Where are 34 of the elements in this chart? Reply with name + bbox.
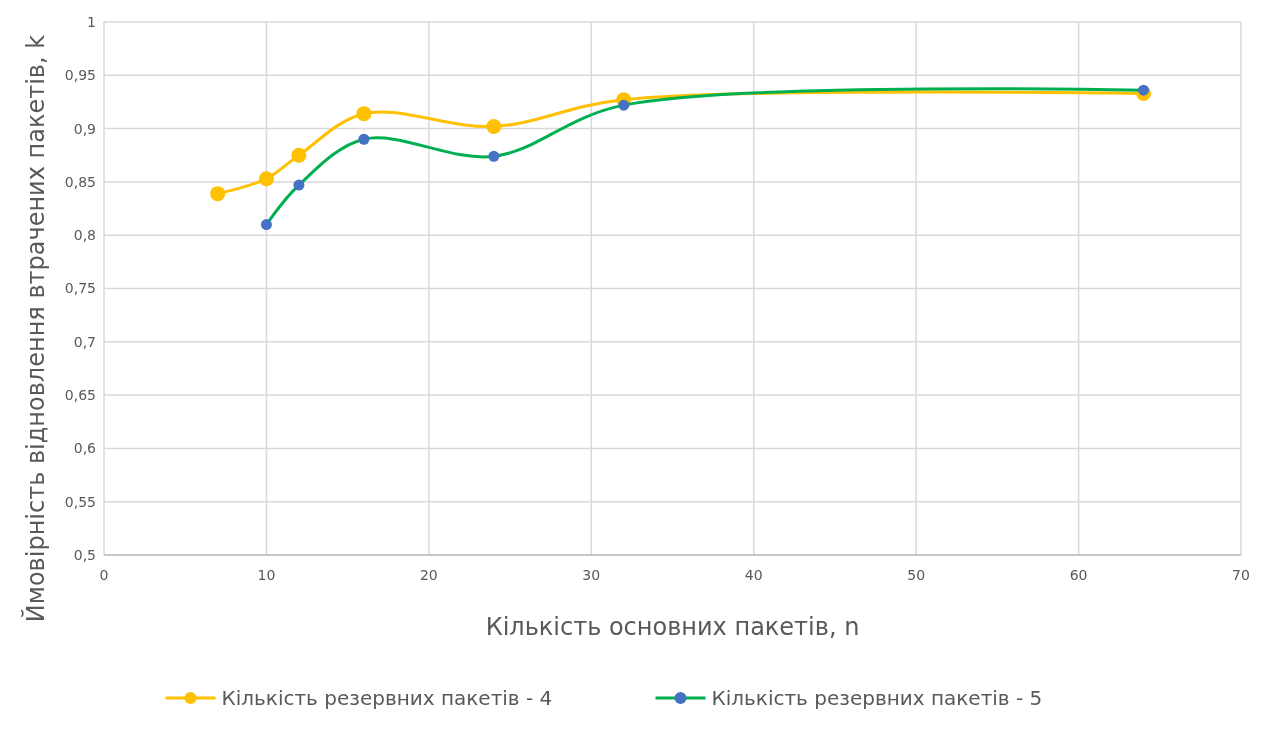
x-tick-label: 20 (419, 567, 438, 583)
point (291, 147, 307, 163)
x-tick-label: 10 (257, 567, 276, 583)
x-tick-label: 30 (582, 567, 601, 583)
x-tick-label: 0 (99, 567, 109, 583)
x-tick-label: 60 (1069, 567, 1088, 583)
y-tick-label: 0,6 (73, 440, 97, 457)
point (293, 179, 305, 191)
point (210, 186, 226, 202)
point (618, 99, 630, 111)
y-axis-title: Ймовірність відновлення втрачених пакетів, k (21, 34, 50, 623)
legend-label: Кількість резервних пакетів - 4 (221, 686, 553, 710)
point (258, 171, 274, 187)
point (358, 133, 370, 145)
y-tick-label: 0,75 (64, 280, 96, 297)
y-tick-label: 0,9 (73, 120, 96, 137)
y-tick-label: 0,95 (64, 67, 96, 84)
y-tick-label: 0,85 (64, 173, 96, 190)
point (488, 150, 500, 162)
point (356, 106, 372, 122)
point (260, 219, 272, 231)
y-tick-label: 0,5 (73, 546, 96, 563)
y-tick-label: 1 (87, 13, 96, 30)
y-tick-label: 0,7 (73, 333, 96, 350)
x-tick-label: 40 (744, 567, 763, 583)
legend-label: Кількість резервних пакетів - 5 (711, 686, 1043, 710)
y-tick-label: 0,55 (64, 493, 96, 510)
y-tick-label: 0,8 (73, 227, 96, 244)
x-axis-title: Кількість основних пакетів, n (485, 613, 860, 641)
y-tick-label: 0,65 (64, 387, 96, 403)
point (486, 118, 502, 134)
x-tick-label: 70 (1232, 567, 1250, 583)
x-tick-label: 50 (907, 567, 926, 583)
point (1138, 84, 1150, 96)
